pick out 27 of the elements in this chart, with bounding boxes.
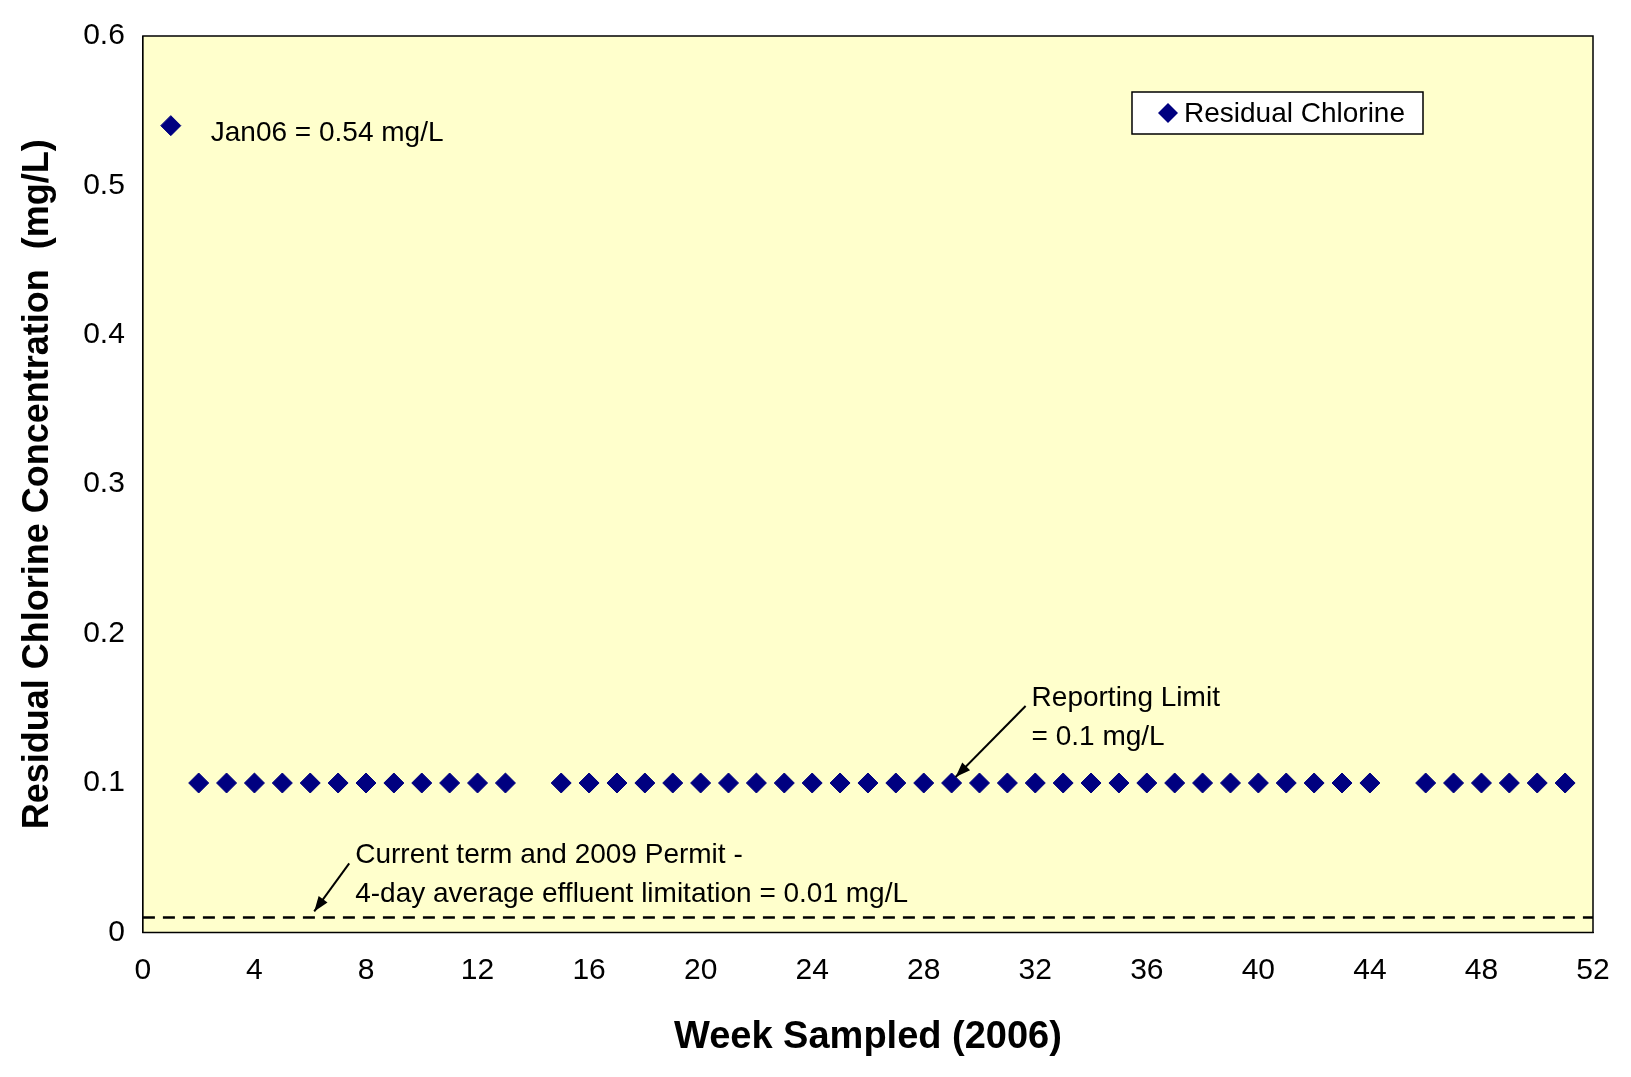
- annotation: Reporting Limit = 0.1 mg/L: [1031, 680, 1221, 751]
- x-tick-label: 44: [1353, 951, 1387, 985]
- y-tick-label: 0.2: [83, 614, 125, 648]
- x-tick-label: 40: [1241, 951, 1276, 985]
- annotation: Current term and 2009 Permit - 4-day average effluent limitation = 0.01 mg/L: [355, 838, 909, 909]
- x-tick-label: 52: [1576, 951, 1610, 985]
- legend-label: Residual Chlorine: [1183, 96, 1406, 128]
- y-tick-label: 0: [108, 913, 125, 947]
- x-tick-label: 8: [357, 951, 375, 985]
- x-tick-label: 36: [1130, 951, 1164, 985]
- x-tick-label: 32: [1018, 951, 1052, 985]
- x-tick-label: 48: [1464, 951, 1499, 985]
- x-tick-label: 28: [907, 951, 941, 985]
- y-tick-label: 0.5: [83, 166, 125, 200]
- x-tick-label: 4: [246, 951, 263, 985]
- x-tick-label: 12: [460, 951, 495, 985]
- y-tick-label: 0.4: [83, 316, 125, 350]
- y-tick-label: 0.6: [83, 17, 125, 51]
- x-tick-label: 24: [795, 951, 829, 985]
- x-tick-label: 20: [683, 951, 718, 985]
- annotation: Jan06 = 0.54 mg/L: [210, 116, 444, 148]
- x-axis-title: Week Sampled (2006): [673, 1013, 1062, 1056]
- x-tick-label: 0: [134, 951, 152, 985]
- y-axis-title: Residual Chlorine Concentration (mg/L): [14, 139, 56, 830]
- y-tick-label: 0.3: [83, 465, 125, 499]
- x-tick-label: 16: [572, 951, 606, 985]
- y-tick-label: 0.1: [83, 764, 125, 798]
